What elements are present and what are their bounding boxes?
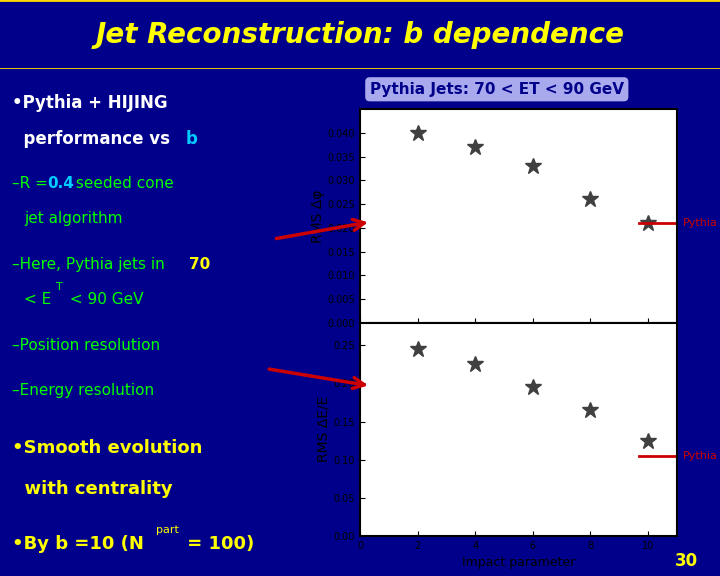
Text: –Position resolution: –Position resolution [12,338,161,353]
Text: •Smooth evolution: •Smooth evolution [12,439,202,457]
Text: Pythia: Pythia [683,451,718,461]
Text: –Here, Pythia jets in: –Here, Pythia jets in [12,257,174,272]
Text: 70: 70 [189,257,210,272]
Text: Pythia Jets: 70 < ET < 90 GeV: Pythia Jets: 70 < ET < 90 GeV [370,82,624,97]
Text: part: part [156,525,179,536]
Text: •By b =10 (N: •By b =10 (N [12,536,144,554]
Text: •Pythia + HIJING: •Pythia + HIJING [12,94,168,112]
Text: –Energy resolution: –Energy resolution [12,384,154,399]
Text: T: T [56,282,63,292]
Y-axis label: RMS ΔE/E: RMS ΔE/E [317,396,330,463]
Y-axis label: RMS Δφ: RMS Δφ [310,190,325,242]
Text: –R =: –R = [12,176,53,191]
Text: jet algorithm: jet algorithm [24,211,122,226]
Text: Jet Reconstruction: b dependence: Jet Reconstruction: b dependence [96,21,624,48]
Text: < 90 GeV: < 90 GeV [65,292,143,307]
Text: Pythia: Pythia [683,218,718,228]
Text: = 100): = 100) [181,536,255,554]
Text: with centrality: with centrality [12,480,173,498]
Text: < E: < E [24,292,51,307]
Text: b: b [186,130,198,148]
Text: 0.4: 0.4 [47,176,73,191]
Text: performance vs: performance vs [12,130,176,148]
Text: seeded cone: seeded cone [71,176,174,191]
Text: 30: 30 [675,552,698,570]
X-axis label: Impact parameter: Impact parameter [462,556,575,569]
